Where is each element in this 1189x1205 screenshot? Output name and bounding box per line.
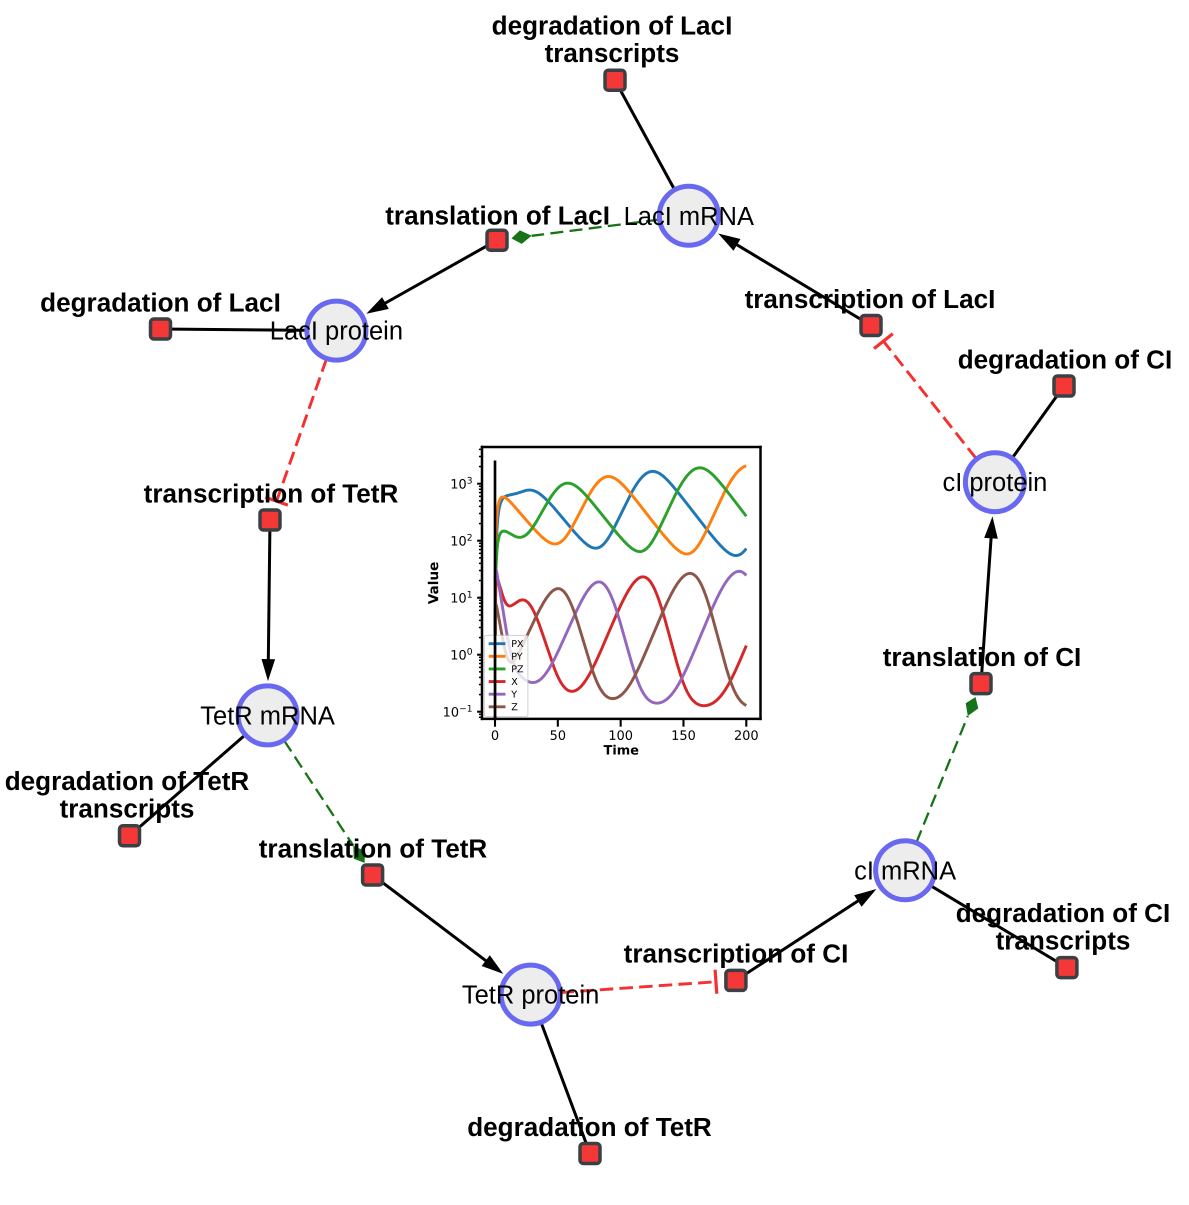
svg-text:translation of CI: translation of CI [883,642,1082,672]
svg-text:transcription of CI: transcription of CI [624,939,849,969]
svg-text:transcripts: transcripts [545,38,680,68]
svg-text:degradation of LacI: degradation of LacI [40,287,281,317]
svg-text:transcripts: transcripts [996,926,1131,956]
svg-text:degradation of TetR: degradation of TetR [5,766,250,796]
svg-text:degradation of CI: degradation of CI [956,898,1171,928]
svg-text:degradation of LacI: degradation of LacI [492,10,733,40]
svg-text:TetR mRNA: TetR mRNA [200,702,335,730]
svg-text:degradation of TetR: degradation of TetR [467,1112,712,1142]
svg-text:cI protein: cI protein [942,469,1047,497]
svg-text:transcription of TetR: transcription of TetR [144,478,399,508]
svg-text:translation of TetR: translation of TetR [259,833,488,863]
svg-text:translation of LacI: translation of LacI [385,201,610,231]
svg-text:LacI mRNA: LacI mRNA [624,203,754,231]
svg-text:degradation of CI: degradation of CI [958,344,1173,374]
svg-text:transcripts: transcripts [60,794,195,824]
svg-text:TetR protein: TetR protein [462,982,600,1010]
svg-text:transcription of LacI: transcription of LacI [745,284,996,314]
svg-text:LacI protein: LacI protein [270,318,403,346]
svg-text:cI mRNA: cI mRNA [854,857,956,885]
